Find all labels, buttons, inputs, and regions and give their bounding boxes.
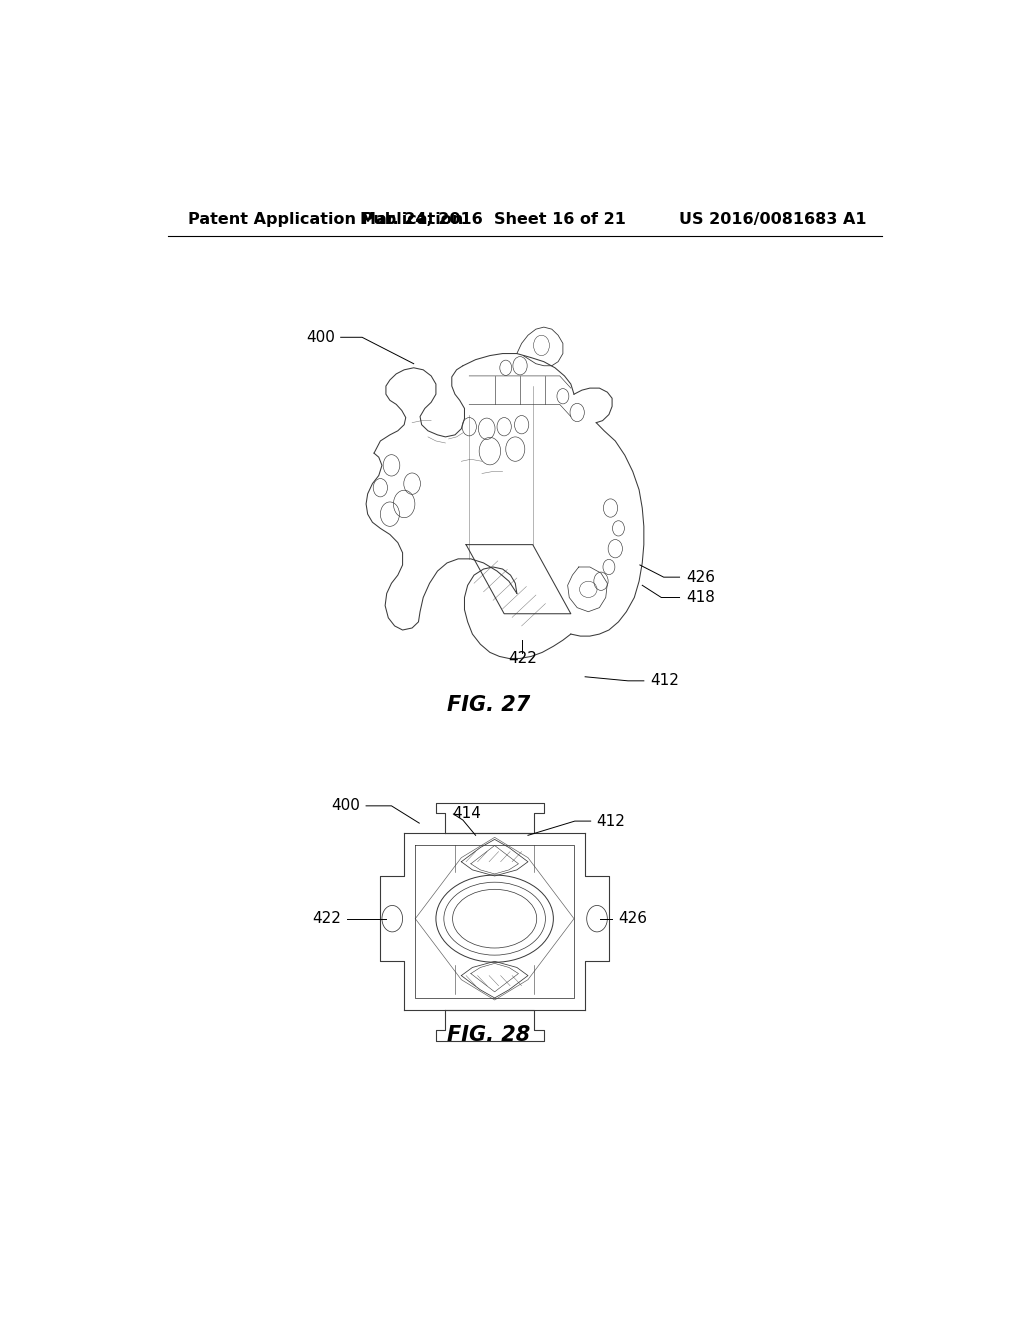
Text: FIG. 27: FIG. 27 — [447, 696, 530, 715]
Text: Patent Application Publication: Patent Application Publication — [187, 213, 463, 227]
Text: 422: 422 — [508, 651, 537, 667]
Text: 412: 412 — [650, 673, 679, 688]
Text: 414: 414 — [452, 807, 480, 821]
Text: FIG. 28: FIG. 28 — [447, 1024, 530, 1044]
Text: 400: 400 — [306, 330, 335, 345]
Text: 400: 400 — [331, 799, 359, 813]
Text: 418: 418 — [686, 590, 715, 605]
Text: US 2016/0081683 A1: US 2016/0081683 A1 — [679, 213, 866, 227]
Text: 426: 426 — [686, 570, 715, 585]
Text: 422: 422 — [312, 911, 341, 927]
Text: 426: 426 — [618, 911, 647, 927]
Text: 412: 412 — [596, 813, 625, 829]
Text: Mar. 24, 2016  Sheet 16 of 21: Mar. 24, 2016 Sheet 16 of 21 — [360, 213, 626, 227]
